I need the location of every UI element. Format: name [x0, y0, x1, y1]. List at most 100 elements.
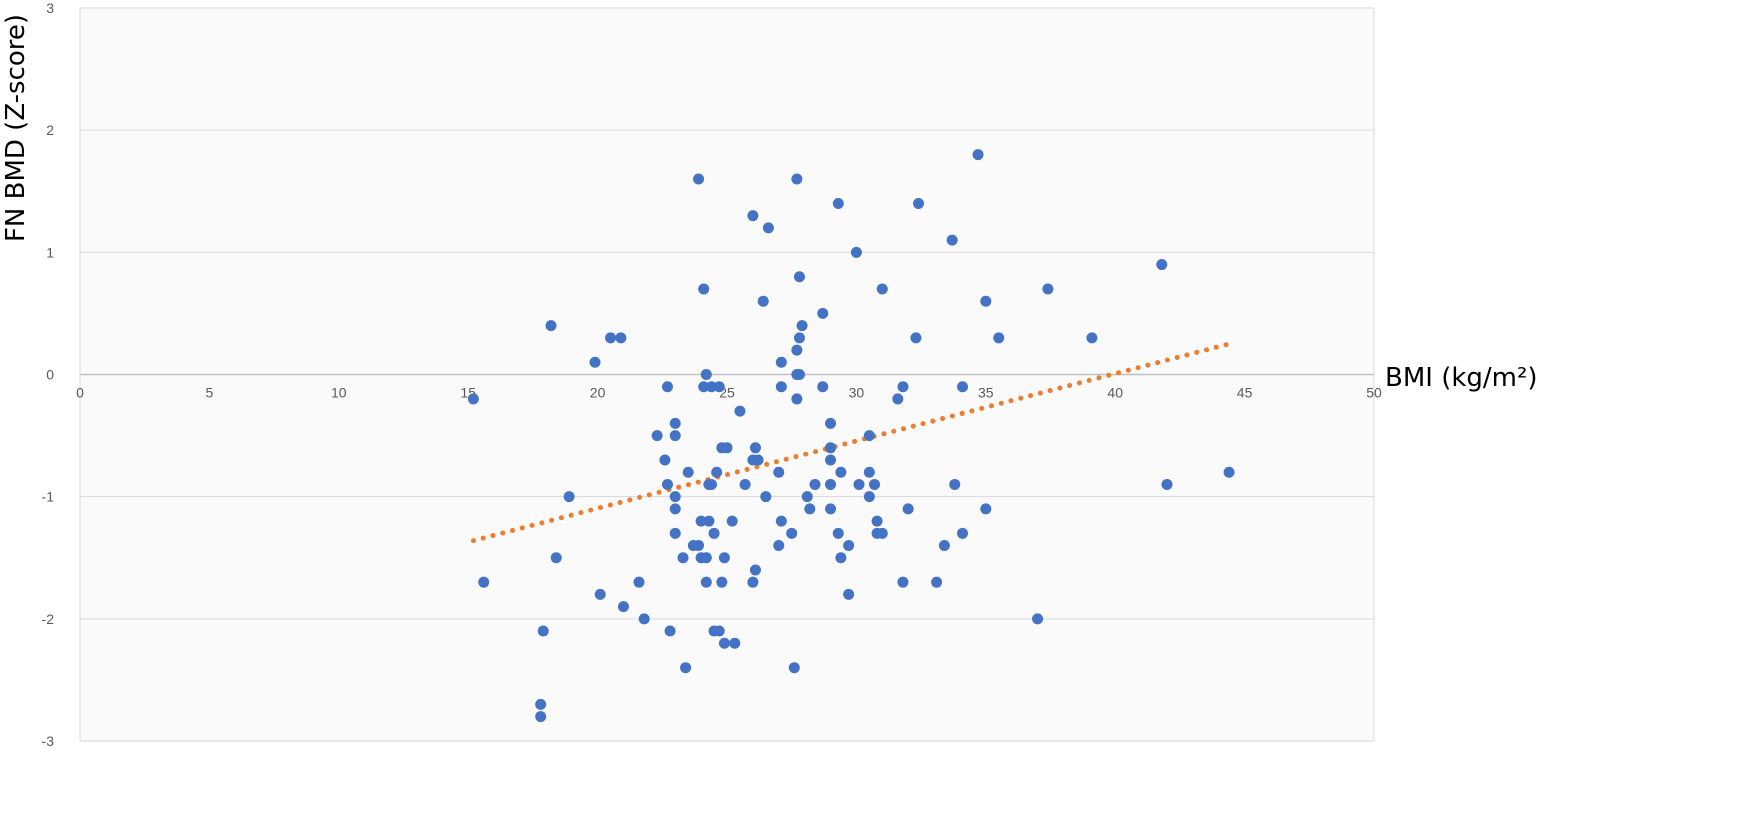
- data-point: [693, 173, 705, 185]
- data-point: [651, 430, 663, 442]
- data-point: [589, 356, 601, 368]
- data-point: [713, 625, 725, 637]
- data-point: [760, 491, 772, 503]
- data-point: [669, 527, 681, 539]
- data-point: [786, 527, 798, 539]
- y-tick-labels: 3 2 1 0 -1 -2 -3: [42, 0, 55, 749]
- data-point: [938, 540, 950, 552]
- data-point: [726, 515, 738, 527]
- data-point: [716, 576, 728, 588]
- data-point: [1042, 283, 1054, 295]
- x-tick-label: 5: [206, 385, 214, 401]
- data-point: [835, 552, 847, 564]
- y-tick-label: 2: [46, 122, 54, 138]
- data-point: [747, 210, 759, 222]
- x-tick-label: 40: [1107, 385, 1123, 401]
- x-tick-label: 35: [978, 385, 994, 401]
- data-point: [773, 540, 785, 552]
- data-point: [892, 393, 904, 405]
- data-point: [1086, 332, 1098, 344]
- data-point: [617, 601, 629, 613]
- data-point: [869, 478, 881, 490]
- data-point: [545, 320, 557, 332]
- data-point: [913, 197, 925, 209]
- data-point: [993, 332, 1005, 344]
- data-point: [775, 381, 787, 393]
- data-point: [734, 405, 746, 417]
- data-point: [594, 588, 606, 600]
- data-point: [752, 454, 764, 466]
- data-point: [749, 442, 761, 454]
- data-point: [705, 478, 717, 490]
- y-tick-label: -1: [42, 489, 55, 505]
- data-point: [677, 552, 689, 564]
- data-point: [661, 478, 673, 490]
- data-point: [897, 381, 909, 393]
- data-point: [467, 393, 479, 405]
- data-point: [615, 332, 627, 344]
- data-point: [537, 625, 549, 637]
- data-point: [835, 466, 847, 478]
- y-tick-label: -3: [42, 733, 55, 749]
- trendline-line: [470, 341, 1232, 544]
- data-point: [957, 381, 969, 393]
- data-point: [535, 711, 547, 723]
- data-point: [980, 503, 992, 515]
- data-point: [762, 222, 774, 234]
- x-tick-label: 0: [76, 385, 84, 401]
- data-point: [659, 454, 671, 466]
- data-point: [682, 466, 694, 478]
- data-point: [863, 466, 875, 478]
- data-point: [791, 393, 803, 405]
- data-point: [700, 576, 712, 588]
- data-point: [713, 381, 725, 393]
- data-point: [793, 332, 805, 344]
- data-point: [700, 552, 712, 564]
- data-point: [949, 478, 961, 490]
- data-point: [871, 515, 883, 527]
- data-point: [825, 417, 837, 429]
- data-point: [902, 503, 914, 515]
- data-point: [863, 491, 875, 503]
- data-point: [825, 454, 837, 466]
- data-point: [791, 344, 803, 356]
- y-tick-label: 3: [46, 0, 54, 16]
- x-tick-label: 45: [1237, 385, 1253, 401]
- data-point: [853, 478, 865, 490]
- data-point: [843, 540, 855, 552]
- data-point: [680, 662, 692, 674]
- data-point: [1223, 466, 1235, 478]
- data-point: [775, 356, 787, 368]
- x-tick-label: 50: [1366, 385, 1382, 401]
- x-tick-labels: 0 5 10 15 20 25 30 35 40 45 50: [76, 385, 1382, 401]
- x-tick-label: 10: [331, 385, 347, 401]
- data-point: [693, 540, 705, 552]
- trendline: [470, 341, 1232, 544]
- data-point: [739, 478, 751, 490]
- data-point: [747, 576, 759, 588]
- data-point: [718, 637, 730, 649]
- data-point: [749, 564, 761, 576]
- data-point: [669, 430, 681, 442]
- x-tick-label: 30: [849, 385, 865, 401]
- data-point: [711, 466, 723, 478]
- data-point: [910, 332, 922, 344]
- data-point: [698, 381, 710, 393]
- data-point: [698, 283, 710, 295]
- data-point: [980, 295, 992, 307]
- data-point: [729, 637, 741, 649]
- data-point: [793, 271, 805, 283]
- data-points: [467, 149, 1235, 723]
- x-tick-label: 20: [590, 385, 606, 401]
- data-point: [563, 491, 575, 503]
- data-point: [669, 503, 681, 515]
- data-point: [478, 576, 490, 588]
- data-point: [863, 430, 875, 442]
- data-point: [664, 625, 676, 637]
- data-point: [850, 246, 862, 258]
- data-point: [825, 503, 837, 515]
- data-point: [796, 320, 808, 332]
- data-point: [897, 576, 909, 588]
- data-point: [931, 576, 943, 588]
- data-point: [817, 307, 829, 319]
